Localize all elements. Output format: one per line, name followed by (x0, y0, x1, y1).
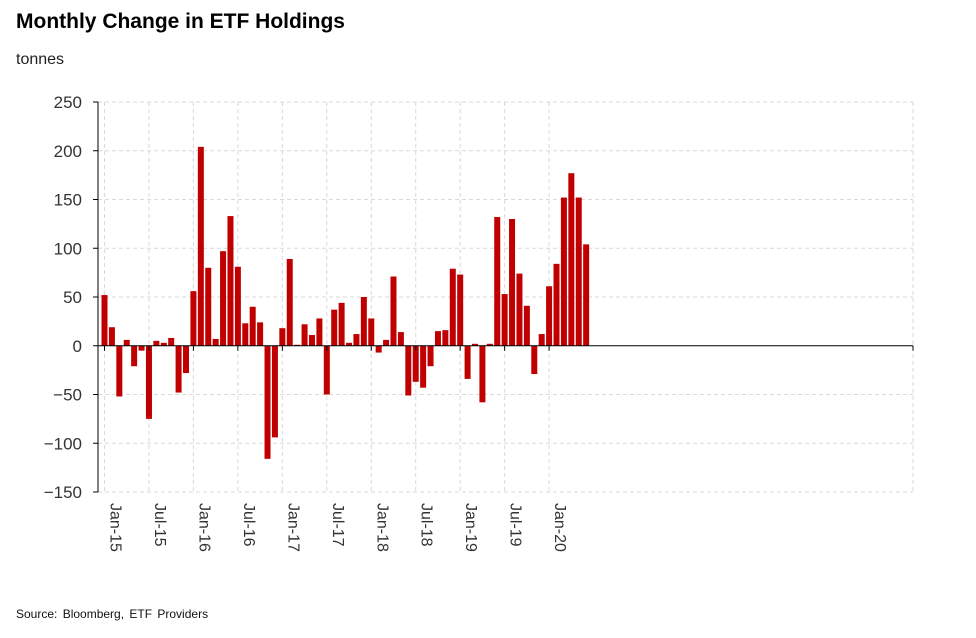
bar-Dec-17 (360, 297, 367, 346)
bar-May-17 (308, 335, 315, 346)
y-tick-label: −150 (44, 483, 82, 502)
bar-Jun-17 (316, 318, 323, 346)
bar-May-18 (397, 332, 404, 346)
bar-Nov-15 (175, 345, 182, 393)
y-tick-label: 50 (63, 288, 82, 307)
x-tick-label: Jan-15 (107, 503, 124, 552)
bar-Jan-15 (101, 295, 108, 346)
bar-Mar-15 (116, 345, 123, 397)
bar-Aug-16 (242, 323, 249, 346)
bar-Aug-17 (331, 309, 338, 346)
bar-Feb-18 (375, 345, 382, 353)
bar-Aug-15 (153, 340, 160, 346)
y-tick-label: −50 (53, 386, 82, 405)
tick-labels: −150 −100 −50 0 50 100 150 200 250 Jan-15 Jul-15 Ja… (44, 93, 568, 552)
bar-Sep-16 (249, 306, 256, 346)
bar-Dec-18 (449, 268, 456, 346)
bar-Jan-19 (457, 274, 464, 346)
bar-Jan-16 (190, 291, 197, 346)
bars (101, 146, 590, 459)
bar-Dec-16 (271, 345, 278, 438)
bar-Jul-15 (145, 345, 152, 419)
x-tick-label: Jan-20 (551, 503, 568, 552)
bar-Mar-20 (560, 197, 567, 346)
bar-Apr-17 (301, 324, 308, 346)
bar-Sep-19 (516, 273, 523, 346)
bar-Jun-20 (583, 244, 590, 346)
bar-Jul-16 (234, 266, 241, 346)
bar-Jul-19 (501, 294, 508, 346)
x-tick-label: Jul-19 (507, 503, 524, 547)
unit-label: tonnes (16, 51, 65, 68)
bar-Dec-19 (538, 334, 545, 346)
bar-Apr-20 (568, 173, 575, 346)
y-tick-label: −100 (44, 434, 82, 453)
bar-Sep-17 (338, 302, 345, 346)
bar-Oct-15 (168, 337, 175, 346)
bar-May-19 (486, 343, 493, 346)
bar-Feb-15 (108, 327, 115, 346)
bar-Sep-18 (427, 345, 434, 367)
y-tick-label: 100 (54, 239, 82, 258)
bar-Feb-19 (464, 345, 471, 379)
bar-Oct-19 (523, 305, 530, 346)
bar-May-16 (220, 251, 227, 346)
bar-Oct-16 (257, 322, 264, 346)
bar-Mar-19 (472, 343, 478, 346)
bar-Jan-17 (279, 328, 286, 346)
bar-Jun-18 (405, 345, 412, 396)
x-tick-label: Jan-18 (373, 503, 390, 552)
bar-May-20 (575, 197, 582, 346)
bar-Nov-16 (264, 345, 271, 459)
bar-Mar-16 (205, 267, 212, 346)
bar-Apr-16 (212, 338, 219, 346)
y-tick-label: 200 (54, 142, 82, 161)
bar-Oct-18 (434, 331, 441, 346)
bar-Aug-18 (420, 345, 427, 388)
bar-Jul-18 (412, 345, 419, 382)
bar-Jun-19 (494, 217, 501, 346)
axes (93, 101, 914, 493)
bar-Apr-15 (123, 339, 130, 346)
grid-lines (98, 101, 914, 493)
bar-Oct-17 (346, 342, 353, 346)
bar-Mar-18 (383, 339, 390, 346)
chart-title: Monthly Change in ETF Holdings (16, 10, 345, 33)
x-tick-label: Jan-19 (462, 503, 479, 552)
source-note: Source: Bloomberg, ETF Providers (16, 607, 209, 621)
bar-Dec-15 (183, 345, 190, 374)
bar-Nov-19 (531, 345, 538, 375)
bar-Jun-16 (227, 216, 234, 346)
x-tick-label: Jul-18 (418, 503, 435, 547)
bar-Jan-18 (368, 318, 375, 346)
x-tick-label: Jul-16 (240, 503, 257, 547)
bar-Apr-19 (479, 345, 486, 403)
bar-Apr-18 (390, 276, 397, 346)
x-tick-label: Jan-16 (195, 503, 212, 552)
bar-May-15 (131, 345, 138, 367)
bar-Feb-17 (286, 258, 293, 346)
bar-Jul-17 (323, 345, 330, 395)
bar-Nov-17 (353, 334, 360, 346)
x-tick-label: Jul-15 (151, 503, 168, 547)
bar-Nov-18 (442, 330, 449, 346)
y-tick-label: 150 (54, 191, 82, 210)
bar-Sep-15 (160, 342, 167, 346)
bar-Jun-15 (138, 345, 145, 351)
bar-Feb-20 (553, 263, 560, 346)
bar-Feb-16 (197, 146, 204, 346)
y-tick-label: 0 (73, 337, 82, 356)
y-tick-label: 250 (54, 93, 82, 112)
bar-Aug-19 (509, 219, 516, 346)
bar-chart: −150 −100 −50 0 50 100 150 200 250 Jan-15 Jul-15 Ja… (44, 93, 914, 552)
x-tick-label: Jul-17 (329, 503, 346, 547)
bar-Jan-20 (546, 286, 553, 346)
x-tick-label: Jan-17 (284, 503, 301, 552)
